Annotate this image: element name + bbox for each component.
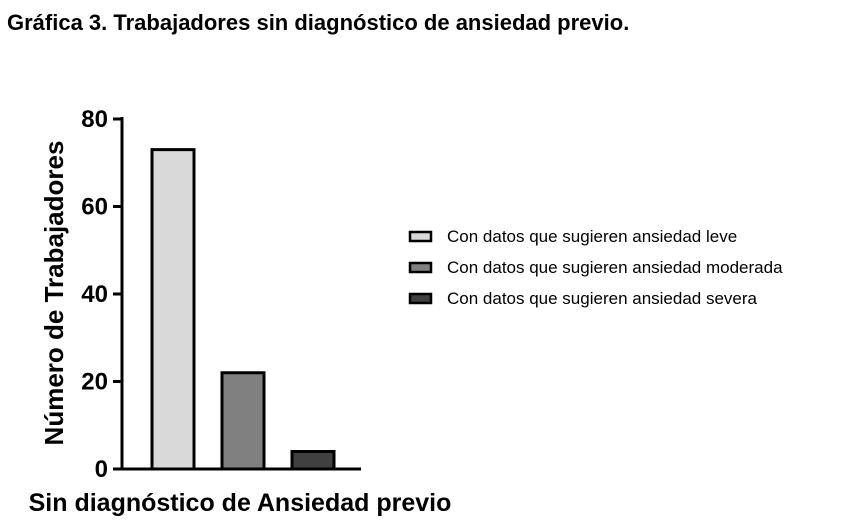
bar-1 <box>150 148 196 471</box>
bar-3 <box>290 450 336 471</box>
y-ticks: 0 20 40 60 80 <box>81 106 122 483</box>
y-tick-label: 60 <box>81 194 108 221</box>
y-tick-label: 40 <box>81 281 108 308</box>
legend-label-1: Con datos que sugieren ansiedad leve <box>447 227 737 246</box>
x-axis-label: Sin diagnóstico de Ansiedad previo <box>29 489 452 517</box>
legend-swatch-3 <box>408 292 433 305</box>
legend: Con datos que sugieren ansiedad leve Con … <box>408 227 783 308</box>
bars <box>150 148 336 471</box>
y-tick-label: 0 <box>95 456 108 483</box>
bar-2 <box>220 371 266 471</box>
y-tick-label: 20 <box>81 369 108 396</box>
legend-swatch-1 <box>408 230 433 243</box>
legend-swatch-2 <box>408 261 433 274</box>
y-axis-label: Número de Trabajadores <box>39 141 69 446</box>
y-tick-label: 80 <box>81 106 108 133</box>
legend-label-2: Con datos que sugieren ansiedad moderada <box>447 258 783 277</box>
figure-title: Gráfica 3. Trabajadores sin diagnóstico … <box>7 10 630 35</box>
legend-label-3: Con datos que sugieren ansiedad severa <box>447 289 758 308</box>
